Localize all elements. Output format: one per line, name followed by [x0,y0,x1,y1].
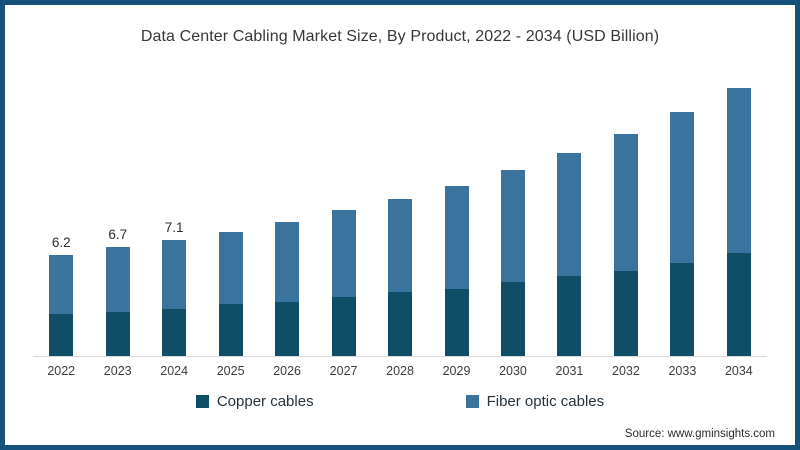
x-axis-label: 2031 [555,364,584,378]
fiber-optic-segment [444,186,469,289]
fiber-optic-segment [557,153,582,276]
stacked-bar [726,87,751,356]
copper-segment [162,308,187,356]
copper-segment [49,313,74,356]
bar-column [654,91,710,356]
copper-segment [218,303,243,356]
bar-column [202,211,258,356]
copper-segment [670,262,695,356]
copper-swatch-icon [195,395,209,408]
stacked-bar [670,112,695,356]
fiber-optic-segment [500,169,525,283]
fiber-optic-segment [388,199,413,293]
bar-column [428,165,484,356]
bar-column [315,189,371,356]
fiber-optic-segment [331,210,356,298]
fiber-optic-segment [670,112,695,263]
stacked-bar [557,153,582,356]
legend-item-copper: Copper cables [195,393,314,410]
stacked-bar [162,239,187,356]
total-value-label: 6.7 [108,226,128,242]
fiber-optic-segment [275,221,300,302]
bar-column [372,178,428,356]
bar-column [711,67,767,356]
x-axis-label: 2025 [216,364,245,378]
legend: Copper cables Fiber optic cables [5,393,795,410]
x-axis-label: 2029 [442,364,471,378]
fiber-optic-segment [162,239,187,309]
stacked-bar [218,231,243,356]
bar-column: 6.7 [89,226,145,356]
copper-segment [726,253,751,356]
fiber-swatch-icon [465,395,479,408]
bar-column [485,149,541,356]
x-axis-label: 2027 [329,364,358,378]
stacked-bar [444,186,469,356]
x-axis-label: 2033 [668,364,697,378]
legend-label-fiber: Fiber optic cables [486,393,605,410]
x-axis-label: 2022 [47,364,76,378]
total-value-label: 7.1 [164,219,184,235]
source-attribution: Source: www.gminsights.com [624,428,775,440]
x-axis-label: 2026 [273,364,302,378]
chart-title: Data Center Cabling Market Size, By Prod… [140,28,660,45]
bar-column [259,201,315,356]
fiber-optic-segment [613,133,638,271]
stacked-bar [388,199,413,356]
copper-segment [275,302,300,356]
stacked-bar [275,221,300,356]
copper-segment [331,297,356,356]
bar-column: 6.2 [33,234,89,356]
plot-area: 6.2 6.7 7.1 [33,50,767,357]
bar-column: 7.1 [146,219,202,356]
stacked-bar [49,254,74,356]
legend-label-copper: Copper cables [216,393,314,410]
total-value-label: 6.2 [51,234,71,250]
fiber-optic-segment [218,231,243,304]
x-axis-labels: 2022 2023 2024 2025 2026 2027 2028 2029 2030 2031… [33,357,767,383]
stacked-bar [105,246,130,356]
legend-item-fiber: Fiber optic cables [465,393,605,410]
x-axis-label: 2030 [499,364,527,378]
copper-segment [388,292,413,356]
x-axis-label: 2024 [160,364,189,378]
stacked-bar [500,169,525,356]
x-axis-label: 2028 [386,364,414,378]
x-axis-label: 2032 [612,364,640,378]
copper-segment [557,275,582,356]
copper-segment [613,271,638,356]
fiber-optic-segment [105,246,130,312]
fiber-optic-segment [726,87,751,253]
x-axis-label: 2023 [103,364,132,378]
bar-column [598,113,654,356]
copper-segment [500,282,525,356]
bar-column [541,132,597,356]
stacked-bar [613,133,638,356]
x-axis-label: 2034 [724,364,753,378]
fiber-optic-segment [49,254,74,314]
copper-segment [105,311,130,356]
copper-segment [444,289,469,356]
stacked-bar [331,210,356,356]
